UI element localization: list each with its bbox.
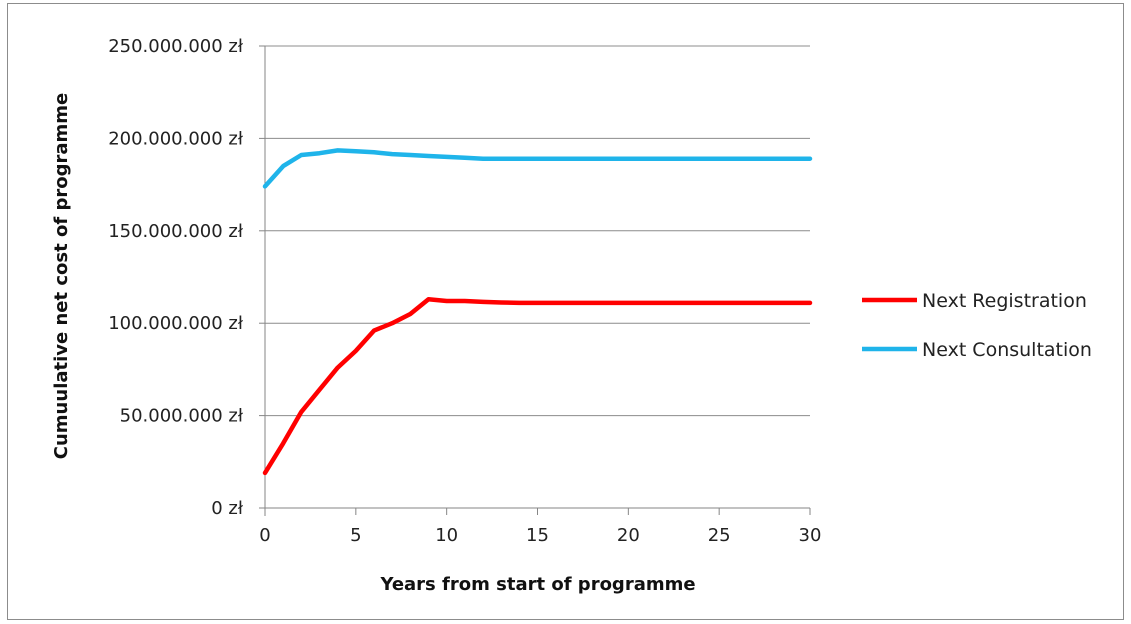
x-tick-label: 30: [799, 525, 822, 546]
y-tick-label: 100.000.000 zł: [108, 313, 244, 334]
x-tick-label: 20: [617, 525, 640, 546]
y-tick-label: 200.000.000 zł: [108, 128, 244, 149]
legend-label: Next Registration: [922, 290, 1087, 312]
x-tick-label: 15: [526, 525, 549, 546]
chart-frame: [7, 3, 1124, 620]
y-tick-label: 250.000.000 zł: [108, 36, 244, 57]
x-tick-label: 5: [350, 525, 361, 546]
series-line-2: [262, 148, 813, 189]
x-axis-ticks: 0 5 10 15 20 25 30: [259, 508, 821, 546]
y-axis-ticks: 0 zł 50.000.000 zł 100.000.000 zł 150.000.0…: [108, 36, 244, 519]
y-tick-label: 150.000.000 zł: [108, 221, 244, 242]
series-lines: [262, 148, 813, 476]
x-tick-label: 25: [708, 525, 731, 546]
y-tick-label: 50.000.000 zł: [120, 406, 244, 427]
y-tick-label: 0 zł: [211, 498, 244, 519]
y-axis-title: Cumuulative net cost of programme: [51, 93, 72, 459]
series-line-1: [262, 296, 813, 476]
x-tick-label: 10: [435, 525, 458, 546]
legend: Next Registration Next Consultation: [862, 290, 1092, 361]
gridlines: [259, 45, 810, 516]
x-axis-title: Years from start of programme: [379, 574, 695, 595]
x-tick-label: 0: [259, 525, 270, 546]
legend-label: Next Consultation: [922, 339, 1092, 361]
